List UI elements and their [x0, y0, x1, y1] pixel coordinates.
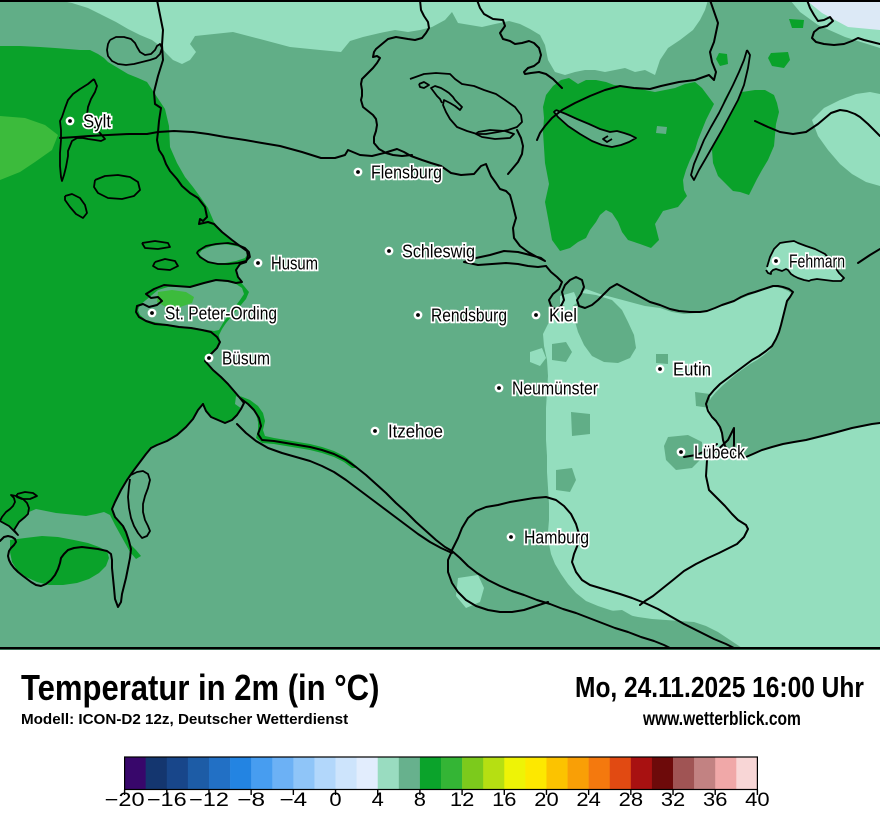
svg-text:−4: −4: [280, 790, 308, 811]
svg-text:28: 28: [619, 790, 643, 811]
svg-text:32: 32: [661, 790, 685, 811]
svg-text:Rendsburg: Rendsburg: [431, 306, 507, 326]
svg-text:Schleswig: Schleswig: [402, 242, 475, 262]
svg-text:Husum: Husum: [271, 254, 318, 274]
svg-text:36: 36: [703, 790, 727, 811]
svg-text:−8: −8: [237, 790, 265, 811]
svg-text:St. Peter-Ording: St. Peter-Ording: [165, 304, 277, 324]
svg-text:Fehmarn: Fehmarn: [789, 252, 845, 272]
svg-text:4: 4: [372, 790, 385, 811]
svg-text:Sylt: Sylt: [83, 112, 111, 132]
svg-text:Hamburg: Hamburg: [524, 528, 589, 548]
svg-text:16: 16: [492, 790, 516, 811]
svg-text:12: 12: [450, 790, 474, 811]
svg-text:24: 24: [576, 790, 601, 811]
svg-text:−12: −12: [189, 790, 229, 811]
svg-text:Kiel: Kiel: [549, 306, 577, 326]
svg-text:Flensburg: Flensburg: [371, 163, 442, 183]
svg-text:Büsum: Büsum: [222, 349, 270, 369]
svg-text:40: 40: [745, 790, 769, 811]
svg-text:−20: −20: [105, 790, 145, 811]
svg-text:Eutin: Eutin: [673, 360, 711, 380]
svg-text:−16: −16: [147, 790, 187, 811]
svg-text:Itzehoe: Itzehoe: [388, 422, 443, 442]
svg-text:20: 20: [534, 790, 558, 811]
svg-text:Neumünster: Neumünster: [512, 379, 598, 399]
svg-text:8: 8: [414, 790, 426, 811]
svg-text:0: 0: [329, 790, 341, 811]
svg-text:Lübeck: Lübeck: [694, 443, 746, 463]
